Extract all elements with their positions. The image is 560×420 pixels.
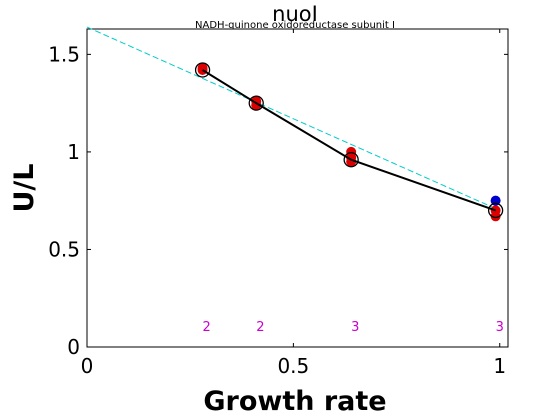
fit-layer bbox=[86, 26, 500, 211]
x-tick-label-0: 0 bbox=[81, 354, 94, 378]
counts-layer: 2 2 3 3 bbox=[203, 320, 504, 335]
chart-subtitle: NADH-quinone oxidoreductase subunit I bbox=[195, 20, 395, 31]
ticks: 0 0.5 1 0 0.5 1 1.5 bbox=[48, 29, 508, 378]
mean-layer bbox=[194, 62, 504, 219]
y-axis-label: U/L bbox=[9, 164, 40, 213]
mean-point-0 bbox=[194, 62, 211, 78]
x-axis-label: Growth rate bbox=[203, 386, 386, 417]
mean-point-2 bbox=[343, 152, 359, 168]
chart-title: nuoI bbox=[272, 2, 318, 26]
plot-area bbox=[86, 28, 509, 348]
blue-point-0 bbox=[490, 195, 501, 206]
red-point-8 bbox=[490, 211, 501, 222]
count-label-0: 2 bbox=[203, 320, 211, 335]
x-tick-label-1: 0.5 bbox=[277, 354, 309, 378]
points-layer bbox=[197, 63, 501, 222]
count-label-1: 2 bbox=[256, 320, 264, 335]
fit-line bbox=[86, 26, 500, 211]
count-label-3: 3 bbox=[496, 320, 504, 335]
mean-point-1 bbox=[248, 95, 264, 111]
y-tick-label-1: 0.5 bbox=[48, 237, 80, 261]
mean-point-3 bbox=[487, 202, 504, 219]
count-label-2: 3 bbox=[351, 320, 359, 335]
x-tick-label-2: 1 bbox=[493, 354, 506, 378]
mean-line bbox=[202, 69, 496, 212]
y-tick-label-0: 0 bbox=[67, 335, 80, 359]
y-tick-label-3: 1.5 bbox=[48, 42, 80, 66]
y-tick-label-2: 1 bbox=[67, 140, 80, 164]
